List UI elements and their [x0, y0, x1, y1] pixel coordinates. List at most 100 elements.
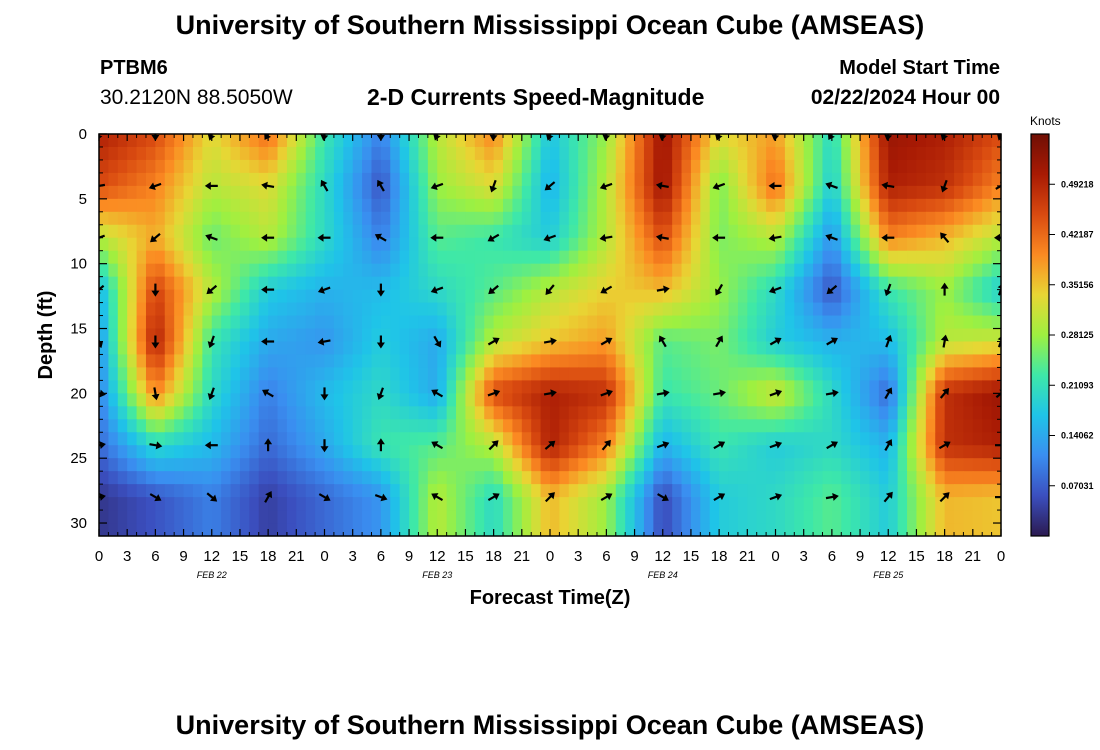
heatmap-cell: [371, 198, 382, 213]
heatmap-cell: [456, 523, 467, 536]
heatmap-cell: [662, 198, 673, 213]
heatmap-cell: [916, 380, 927, 394]
heatmap-cell: [578, 380, 589, 394]
heatmap-cell: [982, 302, 993, 317]
heatmap-cell: [982, 224, 993, 239]
heatmap-cell: [794, 484, 805, 498]
heatmap-cell: [944, 224, 955, 239]
heatmap-cell: [446, 289, 457, 304]
heatmap-cell: [916, 185, 927, 200]
heatmap-cell: [117, 367, 128, 381]
heatmap-cell: [596, 211, 607, 226]
heatmap-cell: [925, 406, 936, 420]
heatmap-cell: [690, 315, 701, 330]
heatmap-cell: [493, 445, 504, 459]
heatmap-cell: [343, 445, 354, 459]
heatmap-cell: [512, 159, 523, 174]
heatmap-cell: [409, 159, 420, 174]
heatmap-cell: [258, 354, 269, 369]
heatmap-cell: [756, 134, 767, 148]
heatmap-cell: [625, 523, 636, 536]
heatmap-cell: [690, 445, 701, 459]
current-arrow: [489, 179, 498, 193]
heatmap-cell: [672, 432, 683, 446]
x-tick-label: 18: [711, 548, 728, 565]
heatmap-cell: [362, 380, 373, 394]
heatmap-cell: [127, 276, 138, 291]
heatmap-cell: [822, 211, 833, 226]
heatmap-cell: [380, 134, 391, 148]
heatmap-cell: [380, 250, 391, 265]
heatmap-cell: [681, 432, 692, 446]
heatmap-cell: [643, 484, 654, 498]
heatmap-cell: [324, 393, 335, 407]
heatmap-cell: [390, 211, 401, 226]
heatmap-cell: [643, 302, 654, 317]
heatmap-cell: [775, 134, 786, 148]
heatmap-cell: [296, 198, 307, 213]
heatmap-cell: [164, 134, 175, 148]
heatmap-cell: [888, 393, 899, 407]
heatmap-cell: [484, 211, 495, 226]
heatmap-cell: [822, 224, 833, 239]
heatmap-cell: [954, 432, 965, 446]
heatmap-cell: [747, 276, 758, 291]
heatmap-cell: [202, 185, 213, 200]
heatmap-cell: [935, 263, 946, 278]
heatmap-cell: [944, 497, 955, 511]
heatmap-cell: [211, 250, 222, 265]
heatmap-cell: [690, 146, 701, 161]
heatmap-cell: [399, 497, 410, 511]
heatmap-cell: [916, 393, 927, 407]
current-arrow: [715, 283, 724, 296]
current-arrow: [543, 234, 557, 242]
heatmap-cell: [127, 211, 138, 226]
heatmap-cell: [700, 146, 711, 161]
heatmap-cell: [268, 224, 279, 239]
heatmap-cell: [925, 328, 936, 343]
heatmap-cell: [982, 432, 993, 446]
heatmap-cell: [850, 315, 861, 330]
heatmap-cell: [136, 276, 147, 291]
heatmap-cell: [493, 185, 504, 200]
heatmap-cell: [249, 198, 260, 213]
heatmap-cell: [324, 458, 335, 472]
heatmap-cell: [766, 432, 777, 446]
heatmap-cell: [568, 302, 579, 317]
heatmap-cell: [427, 172, 438, 187]
heatmap-cell: [465, 237, 476, 252]
heatmap-cell: [559, 315, 570, 330]
heatmap-cell: [409, 315, 420, 330]
heatmap-cell: [578, 354, 589, 369]
current-arrow: [881, 181, 895, 190]
heatmap-cell: [249, 510, 260, 524]
heatmap-cell: [296, 354, 307, 369]
heatmap-cell: [333, 432, 344, 446]
heatmap-cell: [296, 471, 307, 485]
heatmap-cell: [362, 523, 373, 536]
heatmap-cell: [766, 134, 777, 148]
heatmap-cell: [831, 393, 842, 407]
heatmap-cell: [380, 315, 391, 330]
heatmap-cell: [362, 328, 373, 343]
heatmap-cell: [512, 484, 523, 498]
heatmap-cell: [690, 354, 701, 369]
heatmap-cell: [540, 341, 551, 356]
heatmap-cell: [333, 185, 344, 200]
heatmap-cell: [709, 419, 720, 433]
heatmap-cell: [841, 224, 852, 239]
heatmap-cell: [352, 354, 363, 369]
heatmap-cell: [493, 146, 504, 161]
heatmap-cell: [333, 198, 344, 213]
heatmap-cell: [991, 510, 1001, 524]
heatmap-cell: [878, 237, 889, 252]
heatmap-cell: [822, 380, 833, 394]
heatmap-cell: [249, 250, 260, 265]
heatmap-cell: [230, 523, 241, 536]
heatmap-cell: [352, 276, 363, 291]
current-arrow: [715, 335, 724, 348]
heatmap-cell: [850, 510, 861, 524]
heatmap-cell: [728, 172, 739, 187]
heatmap-cell: [813, 224, 824, 239]
heatmap-cell: [286, 146, 297, 161]
